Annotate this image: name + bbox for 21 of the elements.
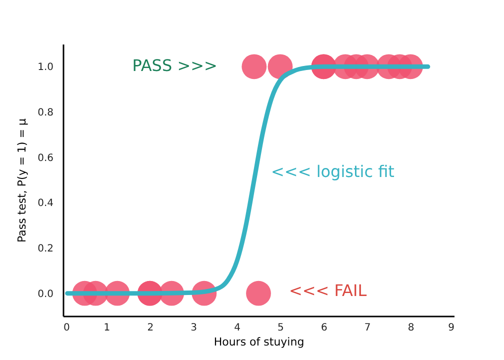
x-tick-label: 1 <box>104 322 110 334</box>
annotation: <<< logistic fit <box>271 162 394 181</box>
x-tick-label: 6 <box>320 322 328 334</box>
y-tick-label: 0.6 <box>38 152 54 164</box>
x-tick-label: 4 <box>234 322 240 334</box>
x-tick-label: 8 <box>408 322 414 334</box>
y-tick-label: 0.4 <box>38 198 54 210</box>
x-tick-label: 0 <box>64 322 70 334</box>
x-tick-label: 9 <box>448 322 454 334</box>
annotation: <<< FAIL <box>289 280 367 300</box>
y-tick-label: 1.0 <box>38 62 54 74</box>
x-tick-label: 3 <box>190 322 198 334</box>
y-tick-label: 0.0 <box>38 288 54 300</box>
y-axis-title: Pass test, P(y = 1) = μ <box>16 118 29 243</box>
x-tick-label: 2 <box>147 322 154 334</box>
y-tick-label: 0.8 <box>38 108 54 118</box>
x-tick-label: 7 <box>364 322 371 334</box>
annotation: PASS >>> <box>132 56 218 75</box>
x-tick-label: 5 <box>278 322 284 334</box>
x-axis-title: Hours of stuying <box>214 336 304 348</box>
y-tick-label: 0.2 <box>38 244 54 254</box>
